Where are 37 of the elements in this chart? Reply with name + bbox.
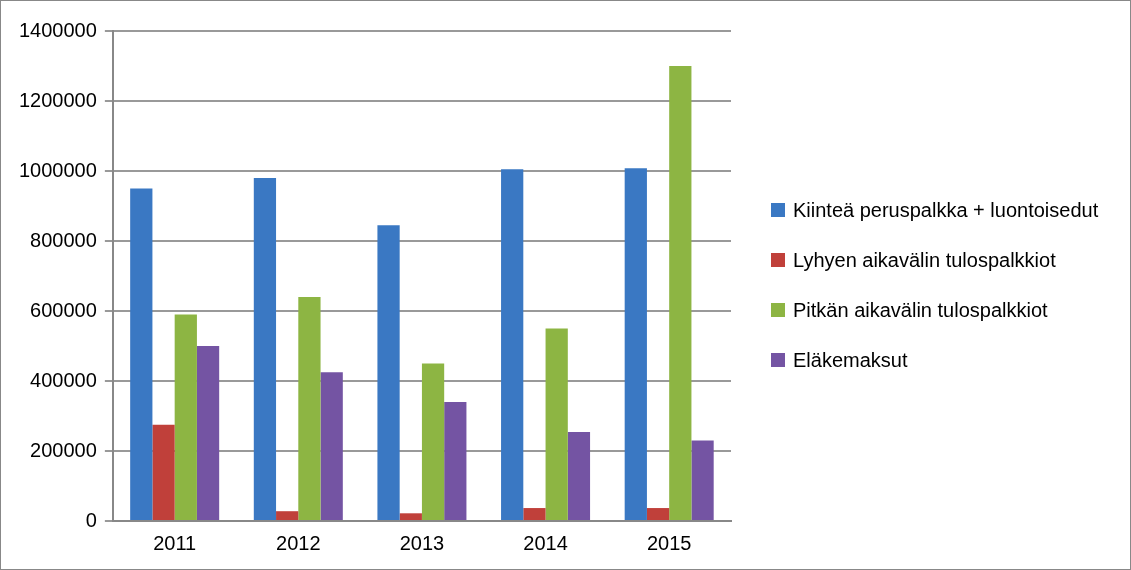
bar [174,314,197,520]
x-tick-label: 2015 [646,531,692,554]
bar [669,66,692,520]
y-tick-label: 1000000 [18,158,97,181]
bar [377,225,400,520]
x-tick-label: 2013 [399,531,445,554]
bar [523,508,546,520]
bar [624,168,647,520]
bar [399,513,422,520]
x-tick-label: 2014 [523,531,568,554]
legend-label: Eläkemaksut [793,348,908,373]
bar [253,178,277,520]
bar [130,188,153,520]
x-tick-label: 2012 [276,531,321,554]
y-tick-label: 200000 [30,438,97,461]
y-tick-label: 600000 [30,298,97,321]
y-tick-label: 800000 [30,228,97,251]
y-tick-label: 1200000 [18,88,97,111]
legend-label: Lyhyen aikavälin tulospalkkiot [793,248,1056,273]
bar [501,169,524,520]
bar [691,440,714,520]
legend-label: Pitkän aikavälin tulospalkkiot [793,298,1048,323]
bar [152,424,175,520]
bar [196,346,220,520]
bar [646,508,670,520]
x-tick-label: 2011 [153,531,197,554]
bar [320,372,343,520]
bar [276,511,299,520]
legend-label: Kiinteä peruspalkka + luontoisedut [793,198,1099,223]
bar [421,363,445,520]
y-tick-label: 400000 [30,368,97,391]
bar [567,432,591,520]
y-tick-label: 0 [85,508,97,531]
y-tick-label: 1400000 [18,18,97,41]
bar [545,328,568,520]
bar [444,402,467,520]
bar [298,297,321,520]
